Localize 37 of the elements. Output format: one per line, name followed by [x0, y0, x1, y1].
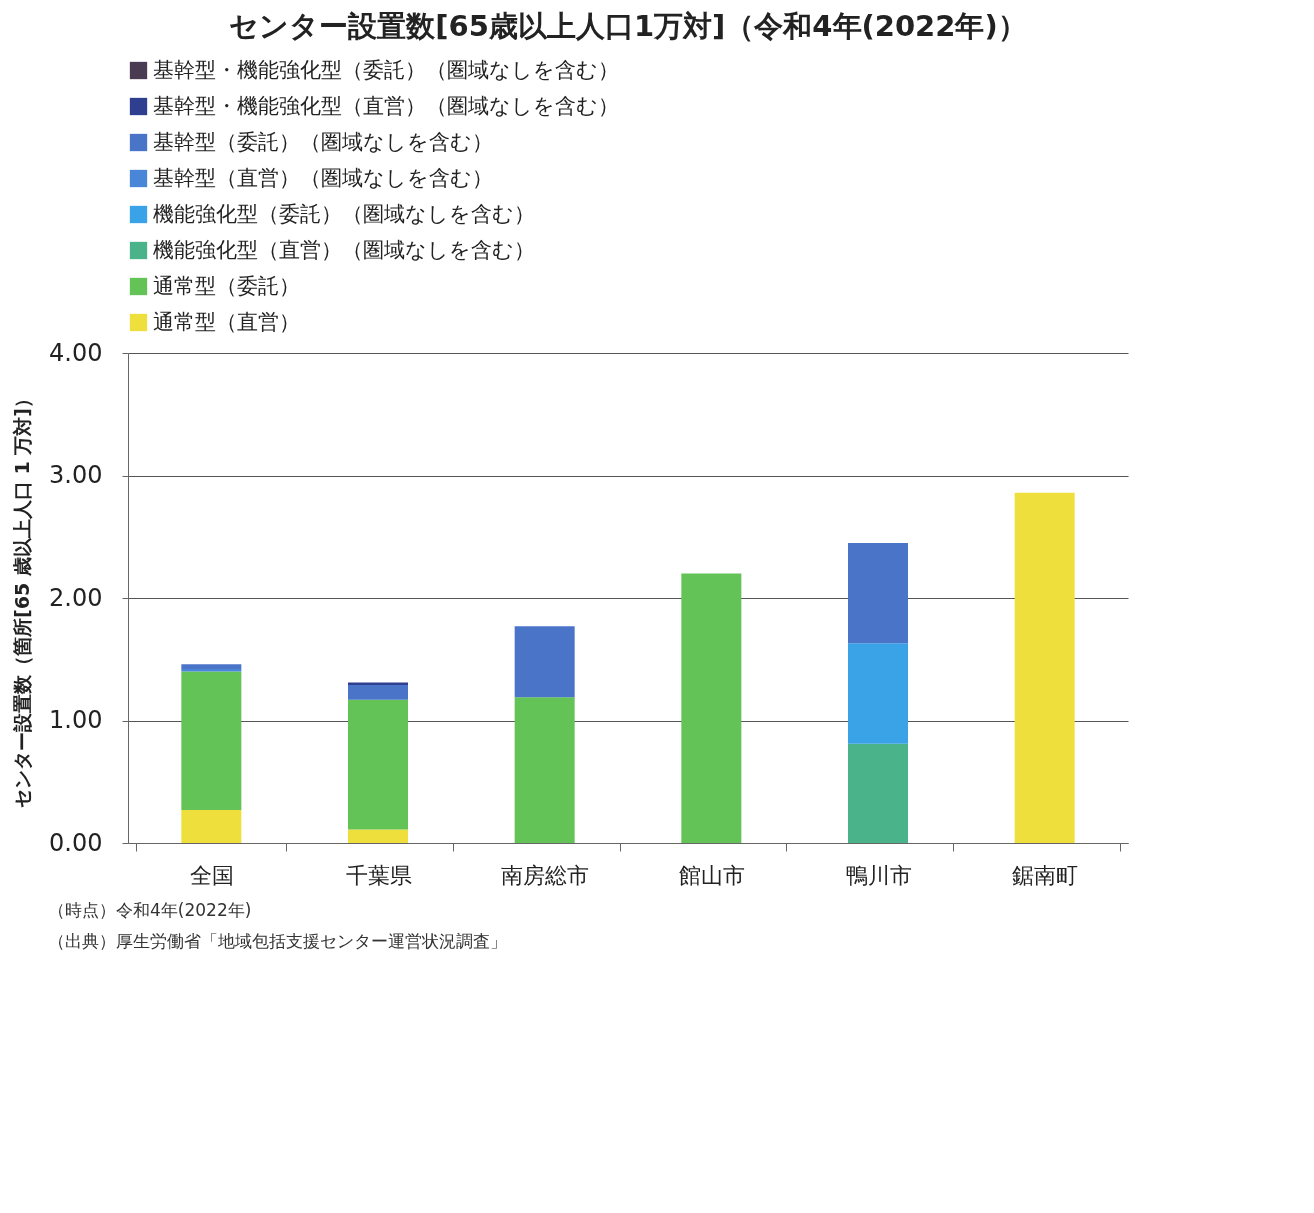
y-axis-title: センター設置数（箇所[65 歳以上人口 1 万対]） — [11, 389, 34, 808]
legend-label: 基幹型（委託）（圏域なしを含む） — [153, 129, 493, 154]
x-tick-label: 全国 — [189, 862, 234, 888]
bar — [681, 573, 742, 843]
bar — [1014, 492, 1075, 843]
text: （時点）令和4年(2022年) — [48, 899, 253, 922]
y-tick-label: 1.00 — [49, 706, 103, 734]
legend-label: 通常型（委託） — [153, 273, 300, 298]
bar — [348, 699, 408, 830]
x-tick-label: 鴨川市 — [845, 862, 912, 888]
bar — [348, 829, 408, 843]
bar — [348, 684, 408, 700]
legend-label: 機能強化型（直営）（圏域なしを含む） — [153, 237, 535, 262]
bar — [181, 809, 242, 843]
y-tick-label: 2.00 — [49, 583, 103, 612]
x-tick-label: 南房総市 — [501, 862, 590, 888]
bar — [514, 626, 575, 698]
legend-label: 機能強化型（委託）（圏域なしを含む） — [153, 201, 535, 226]
y-tick-label: 3.00 — [49, 461, 103, 489]
y-tick-label: 0.00 — [49, 828, 103, 857]
bar — [181, 669, 242, 672]
bar — [514, 697, 575, 843]
x-tick-label: 千葉県 — [345, 862, 412, 888]
chart-title: センター設置数[65歳以上人口1万対]（令和4年(2022年)） — [229, 9, 1027, 43]
y-tick-label: 4.00 — [49, 338, 103, 367]
bar — [848, 643, 908, 744]
text: （出典）厚生労働省「地域包括支援センター運営状況調査」 — [48, 930, 508, 953]
legend-label: 基幹型（直営）（圏域なしを含む） — [153, 165, 493, 190]
legend-label: 通常型（直営） — [153, 309, 300, 334]
legend-label: 基幹型・機能強化型（委託）（圏域なしを含む） — [153, 57, 619, 82]
legend-label: 基幹型・機能強化型（直営）（圏域なしを含む） — [153, 93, 619, 118]
bar — [181, 671, 242, 810]
bar — [181, 664, 242, 670]
x-tick-label: 鋸南町 — [1012, 862, 1079, 888]
bar — [848, 542, 908, 644]
bar — [848, 743, 908, 843]
x-tick-label: 館山市 — [678, 862, 745, 888]
